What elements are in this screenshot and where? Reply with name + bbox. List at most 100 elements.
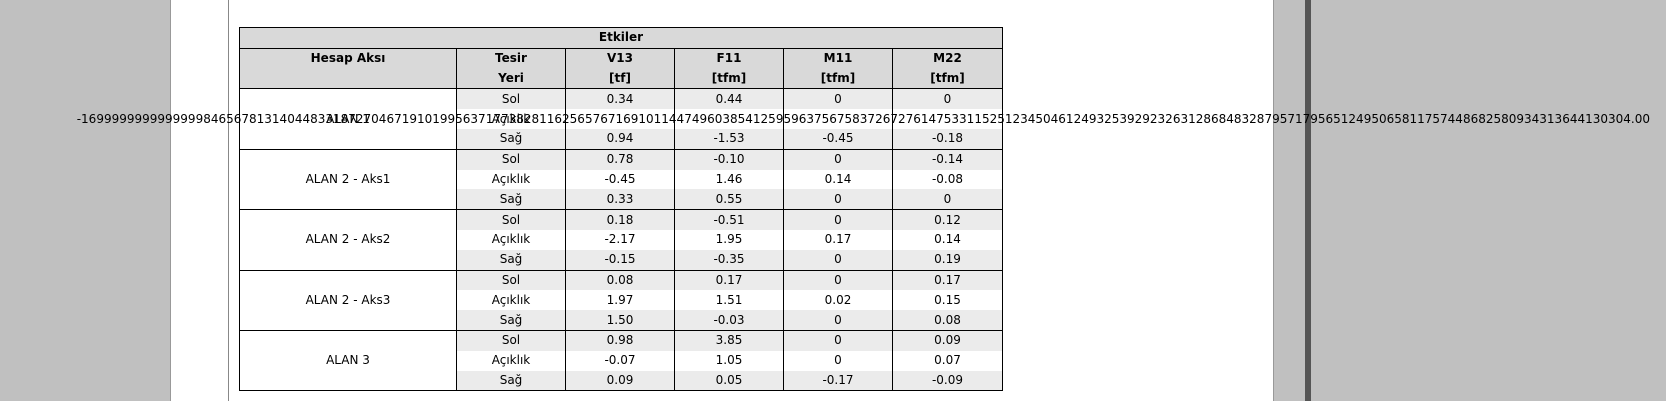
cell: 0.09: [565, 370, 675, 392]
cell: 0.09: [892, 329, 1003, 351]
data-row: Açıklık -0.07 1.05 0 0.07: [240, 350, 1003, 371]
data-row: Açıklık -2.17 1.95 0.17 0.14: [240, 229, 1003, 250]
cell: 1.05: [674, 350, 784, 371]
cell: 0.17: [674, 269, 784, 291]
cell: 0.08: [565, 269, 675, 291]
cell: -0.14: [892, 148, 1003, 170]
cell: 0.34: [565, 88, 675, 110]
cell: -0.45: [783, 128, 893, 150]
results-table: Etkiler Hesap Aksı Tesir V13 F11 M11 M22 Yeri [t…: [239, 27, 1003, 392]
data-row: ALAN 2 - Aks3 Sol 0.08 0.17 0 0.17: [239, 269, 1003, 331]
cell: 1.51: [674, 290, 784, 311]
cell: 0.14: [783, 169, 893, 190]
cell: -0.17: [783, 370, 893, 392]
data-row: ALAN 2 - Aks2 Sol 0.18 -0.51 0 0.12: [239, 209, 1003, 271]
header-cell: M11: [783, 47, 893, 69]
cell: Sol: [456, 209, 566, 230]
cell: 0: [783, 350, 893, 371]
cell: 1.46: [674, 169, 784, 190]
cell: 0.15: [892, 290, 1003, 311]
cell: 0.14: [892, 229, 1003, 250]
group-label: ALAN 2 - Aks1: [239, 148, 457, 211]
cell: 0.05: [674, 370, 784, 392]
cell: 0: [783, 249, 893, 271]
cell: 0: [783, 329, 893, 351]
table-title: Etkiler: [239, 27, 1003, 49]
header-cell: F11: [674, 47, 784, 69]
header-cell: [tfm]: [892, 68, 1003, 89]
divider: [1305, 0, 1311, 401]
header-cell: Yeri: [456, 68, 566, 89]
cell: -1.53: [674, 128, 784, 150]
cell: 0.94: [565, 128, 675, 150]
cell: 0: [783, 209, 893, 230]
header-row: Hesap Aksı Tesir V13 F11 M11 M22: [239, 47, 1003, 69]
cell: 0.44: [674, 88, 784, 110]
data-row: Sağ -0.15 -0.35 0 0.19: [240, 249, 1003, 271]
cell: Sol: [456, 148, 566, 170]
cell: 0.07: [892, 350, 1003, 371]
cell: Sol: [456, 269, 566, 291]
cell: Açıklık: [456, 290, 566, 311]
cell: -0.15: [565, 249, 675, 271]
group-label: ALAN 2 - Aks3: [239, 269, 457, 331]
header-cell: Tesir: [456, 47, 566, 69]
frame-line: [228, 0, 229, 401]
cell: -0.03: [674, 310, 784, 331]
cell: 0.17: [783, 229, 893, 250]
cell: 1.50: [565, 310, 675, 331]
cell: -2.17: [565, 229, 675, 250]
cell: 0.19: [892, 249, 1003, 271]
cell: 0.33: [565, 189, 675, 210]
data-row: Sağ 0.94 -1.53 -0.45 -0.18: [240, 128, 1003, 150]
cell: 0.78: [565, 148, 675, 170]
data-row: Açıklık: [240, 109, 1003, 129]
cell: Sağ: [456, 370, 566, 392]
cell: 1.97: [565, 290, 675, 311]
cell: 3.85: [674, 329, 784, 351]
cell: 0: [783, 148, 893, 170]
cell: 0: [783, 310, 893, 331]
cell: -0.35: [674, 249, 784, 271]
header-cell: [239, 68, 457, 89]
cell: -0.18: [892, 128, 1003, 150]
cell: 0.02: [783, 290, 893, 311]
data-row: Sağ 0.33 0.55 0 0: [240, 189, 1003, 210]
cell: Sol: [456, 329, 566, 351]
overflow-number: -169999999999999984656781314044833187270…: [76, 112, 1650, 126]
data-row: ALAN 3 Sol 0.98 3.85 0 0.09: [239, 329, 1003, 392]
cell: -0.08: [892, 169, 1003, 190]
cell: 0: [783, 88, 893, 110]
header-cell: V13: [565, 47, 675, 69]
cell: 0.17: [892, 269, 1003, 291]
cell: Açıklık: [456, 229, 566, 250]
data-row: Sağ 1.50 -0.03 0 0.08: [240, 310, 1003, 331]
cell: 1.95: [674, 229, 784, 250]
header-row: Yeri [tf] [tfm] [tfm] [tfm]: [239, 68, 1003, 89]
cell: Açıklık: [456, 169, 566, 190]
cell: Sağ: [456, 128, 566, 150]
cell: -0.09: [892, 370, 1003, 392]
header-cell: [tfm]: [674, 68, 784, 89]
cell: -0.45: [565, 169, 675, 190]
header-cell: [tf]: [565, 68, 675, 89]
cell: Açıklık: [456, 109, 566, 129]
cell: 0.12: [892, 209, 1003, 230]
data-row: ALAN 2 - Aks1 Sol 0.78 -0.10 0 -0.14: [239, 148, 1003, 211]
header-cell: [tfm]: [783, 68, 893, 89]
cell: 0: [783, 189, 893, 210]
cell: Açıklık: [456, 350, 566, 371]
cell: Sağ: [456, 189, 566, 210]
data-row: ALAN 1 Sol 0.34 0.44 0 0: [239, 88, 1003, 150]
cell: -0.07: [565, 350, 675, 371]
cell: 0.98: [565, 329, 675, 351]
header-cell: M22: [892, 47, 1003, 69]
cell: 0.18: [565, 209, 675, 230]
data-row: Sağ 0.09 0.05 -0.17 -0.09: [240, 370, 1003, 392]
group-label: ALAN 2 - Aks2: [239, 209, 457, 271]
cell: -0.10: [674, 148, 784, 170]
cell: Sol: [456, 88, 566, 110]
data-row: Açıklık 1.97 1.51 0.02 0.15: [240, 290, 1003, 311]
cell: -0.51: [674, 209, 784, 230]
